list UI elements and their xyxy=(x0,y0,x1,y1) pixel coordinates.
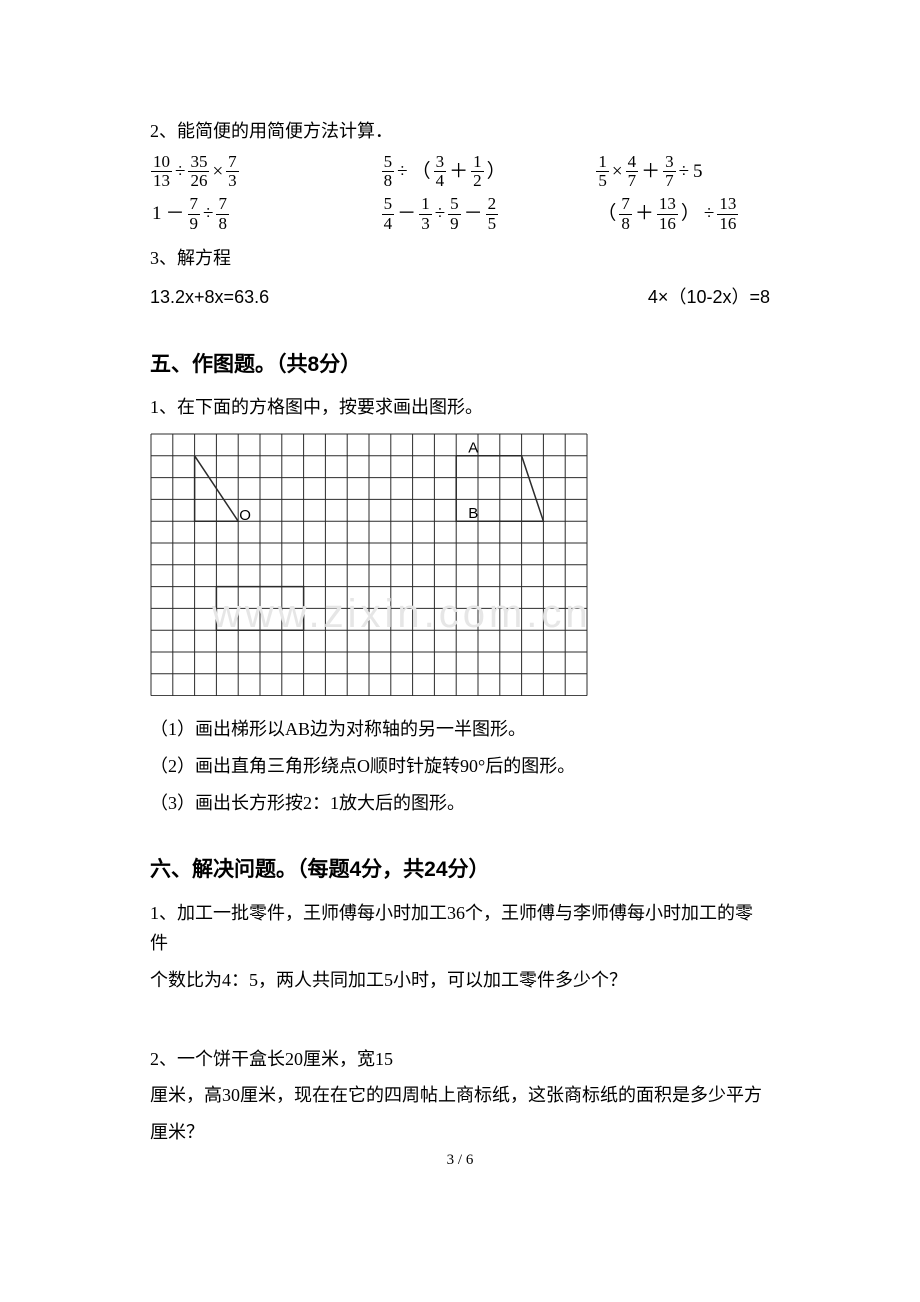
sec6-q2b: 厘米，高30厘米，现在在它的四周帖上商标纸，这张商标纸的面积是多少平方 xyxy=(150,1080,770,1111)
svg-text:A: A xyxy=(468,439,478,456)
sec6-q2a: 2、一个饼干盒长20厘米，宽15 xyxy=(150,1044,770,1075)
sec5-sub1: （1）画出梯形以AB边为对称轴的另一半图形。 xyxy=(150,714,770,745)
q3-heading: 3、解方程 xyxy=(150,243,770,274)
q2-heading: 2、能简便的用简便方法计算． xyxy=(150,116,770,147)
q2-row1: 1013÷3526×73 58÷（34＋12） 15×47＋37÷5 xyxy=(150,153,770,191)
sec6-q1b: 个数比为4：5，两人共同加工5小时，可以加工零件多少个？ xyxy=(150,965,770,996)
sec6-q2c: 厘米？ xyxy=(150,1117,770,1148)
q2-r2-c3: （78＋1316）÷1316 xyxy=(555,195,770,233)
q2-r1-c3: 15×47＋37÷5 xyxy=(555,153,770,191)
spacer1 xyxy=(150,1002,770,1038)
section5-title: 五、作图题。（共8分） xyxy=(150,347,770,383)
q2-r2-c2: 54－13÷59－25 xyxy=(325,195,556,233)
q2-r1-c2: 58÷（34＋12） xyxy=(325,153,556,191)
sec5-sub3: （3）画出长方形按2：1放大后的图形。 xyxy=(150,788,770,819)
q2-r2-c1: 1－79÷78 xyxy=(150,195,325,233)
q2-row2: 1－79÷78 54－13÷59－25 （78＋1316）÷1316 xyxy=(150,195,770,233)
sec5-q1: 1、在下面的方格图中，按要求画出图形。 xyxy=(150,392,770,423)
svg-text:O: O xyxy=(239,507,251,524)
sec6-q1a: 1、加工一批零件，王师傅每小时加工36个，王师傅与李师傅每小时加工的零件 xyxy=(150,898,770,959)
section6-title: 六、解决问题。（每题4分，共24分） xyxy=(150,852,770,888)
q3-equations: 13.2x+8x=63.6 4×（10-2x）=8 xyxy=(150,282,770,313)
svg-text:B: B xyxy=(468,505,478,522)
q3-eq2: 4×（10-2x）=8 xyxy=(648,282,770,313)
grid-figure: www.zixin.com.cn ABO xyxy=(150,433,770,697)
q3-eq1: 13.2x+8x=63.6 xyxy=(150,282,269,313)
page-number: 3 / 6 xyxy=(0,1148,920,1174)
grid-svg: A B O xyxy=(150,433,588,697)
sec5-sub2: （2）画出直角三角形绕点O顺时针旋转90°后的图形。 xyxy=(150,751,770,782)
page: 2、能简便的用简便方法计算． 1013÷3526×73 58÷（34＋12） 1… xyxy=(0,0,920,1203)
q2-r1-c1: 1013÷3526×73 xyxy=(150,153,325,191)
